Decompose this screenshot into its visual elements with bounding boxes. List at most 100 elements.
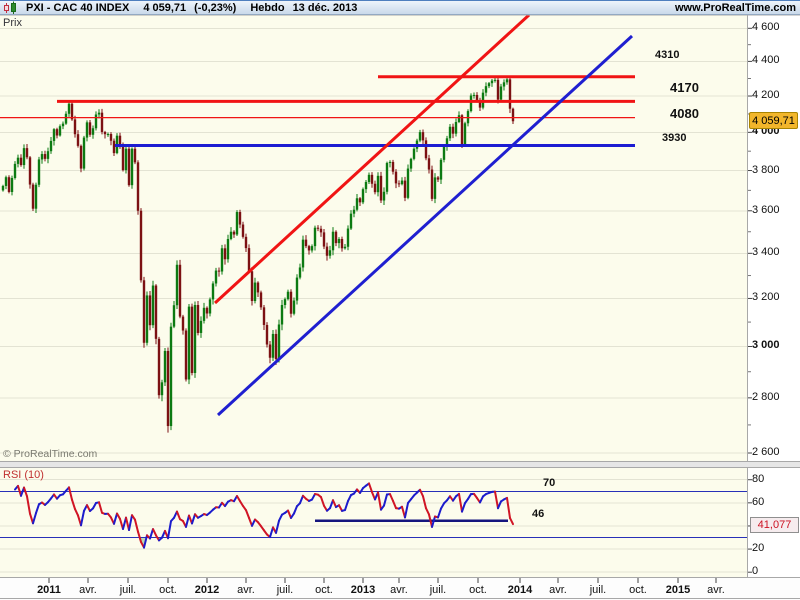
candle-body xyxy=(268,344,272,358)
rsi-line-segment xyxy=(461,502,466,513)
candle-body xyxy=(46,151,50,159)
candle-body xyxy=(463,123,467,145)
website-link[interactable]: www.ProRealTime.com xyxy=(674,1,796,14)
candle-body xyxy=(241,224,245,237)
candle-body xyxy=(238,212,242,225)
candle-body xyxy=(418,132,422,141)
rsi-line-segment xyxy=(92,502,97,510)
rsi-line-segment xyxy=(404,502,409,519)
rsi-line-segment xyxy=(248,516,253,527)
candle-body xyxy=(490,80,494,84)
candle-body xyxy=(436,177,440,180)
price-axis-area[interactable] xyxy=(748,15,800,462)
candle-body xyxy=(40,154,44,160)
red-ascending-channel-line[interactable] xyxy=(213,13,531,305)
candle-body xyxy=(52,129,56,141)
candle-body xyxy=(319,228,323,233)
candle-body xyxy=(130,148,134,186)
candle-body xyxy=(301,239,305,268)
candle-body xyxy=(229,231,233,240)
candle-body xyxy=(343,246,347,249)
candle-body xyxy=(487,83,491,87)
rsi-line-segment xyxy=(287,509,292,519)
rsi-panel-background[interactable] xyxy=(0,467,748,578)
candle-body xyxy=(259,292,263,308)
rsi-line-segment xyxy=(167,520,172,540)
candle-body xyxy=(190,306,194,374)
candle-body xyxy=(322,232,326,247)
rsi-level-label-46: 46 xyxy=(532,508,545,520)
candle-body xyxy=(214,270,218,284)
rsi-line-segment xyxy=(152,528,157,537)
candle-body xyxy=(403,180,407,198)
rsi-line-segment xyxy=(275,519,280,534)
candle-body xyxy=(91,128,95,135)
candle-body xyxy=(298,267,302,278)
candle-body xyxy=(340,239,344,249)
rsi-line-segment xyxy=(368,482,373,494)
candle-body xyxy=(121,145,125,171)
candle-body xyxy=(67,103,71,114)
candle-body xyxy=(394,171,398,184)
candle-body xyxy=(166,350,170,427)
rsi-line-segment xyxy=(479,495,484,504)
blue-ascending-channel-line[interactable] xyxy=(216,34,634,417)
rsi-line-segment xyxy=(440,502,445,510)
rsi-line-segment xyxy=(311,493,316,501)
rsi-line-segment xyxy=(425,507,430,516)
candle-body xyxy=(226,239,230,260)
rsi-line-segment xyxy=(80,509,85,527)
candle-body xyxy=(460,115,464,145)
level-label-4170: 4170 xyxy=(670,80,699,95)
rsi-line-segment xyxy=(428,513,433,528)
candle-body xyxy=(193,304,197,374)
rsi-line-segment xyxy=(437,507,442,519)
rsi-indicator-title: RSI (10) xyxy=(3,469,44,481)
change-percent: (-0,23%) xyxy=(194,1,237,14)
candle-body xyxy=(433,177,437,199)
rsi-line-segment xyxy=(134,518,139,533)
candle-body xyxy=(139,210,143,281)
candle-body xyxy=(274,333,278,360)
candle-body xyxy=(478,100,482,108)
candle-body xyxy=(217,270,221,272)
candle-body xyxy=(73,119,77,135)
rsi-line-segment xyxy=(251,518,256,527)
rsi-line-segment xyxy=(419,488,424,498)
candle-body xyxy=(370,174,374,184)
candle-body xyxy=(100,112,104,132)
candle-body xyxy=(493,79,497,81)
candle-body xyxy=(79,145,83,169)
candle-body xyxy=(235,212,239,235)
chart-title-bar[interactable]: PXI - CAC 40 INDEX 4 059,71 (-0,23%) Heb… xyxy=(0,0,800,15)
candle-body xyxy=(424,140,428,159)
rsi-line-segment xyxy=(392,499,397,510)
candle-body xyxy=(286,291,290,300)
candle-body xyxy=(253,282,257,302)
candle-body xyxy=(277,324,281,360)
rsi-line-segment xyxy=(338,504,343,512)
rsi-line-segment xyxy=(26,495,31,515)
rsi-level-label-70: 70 xyxy=(543,477,556,489)
level-label-4080: 4080 xyxy=(670,106,699,121)
candle-body xyxy=(205,307,209,314)
candle-body xyxy=(505,79,509,83)
rsi-line-segment xyxy=(320,496,325,507)
candle-body xyxy=(1,185,5,191)
rsi-line-segment xyxy=(278,513,283,522)
candle-body xyxy=(316,227,320,229)
candle-body xyxy=(373,183,377,193)
candle-body xyxy=(76,134,80,146)
candle-body xyxy=(64,113,68,124)
candle-body xyxy=(169,326,173,427)
panel-splitter[interactable] xyxy=(0,462,800,468)
candle-body xyxy=(379,175,383,201)
rsi-line-segment xyxy=(191,513,196,525)
price-panel-background[interactable] xyxy=(0,15,748,462)
rsi-line-segment xyxy=(86,504,91,513)
candle-body xyxy=(103,131,107,135)
time-axis-area[interactable] xyxy=(0,578,800,600)
candle-body xyxy=(499,86,503,100)
